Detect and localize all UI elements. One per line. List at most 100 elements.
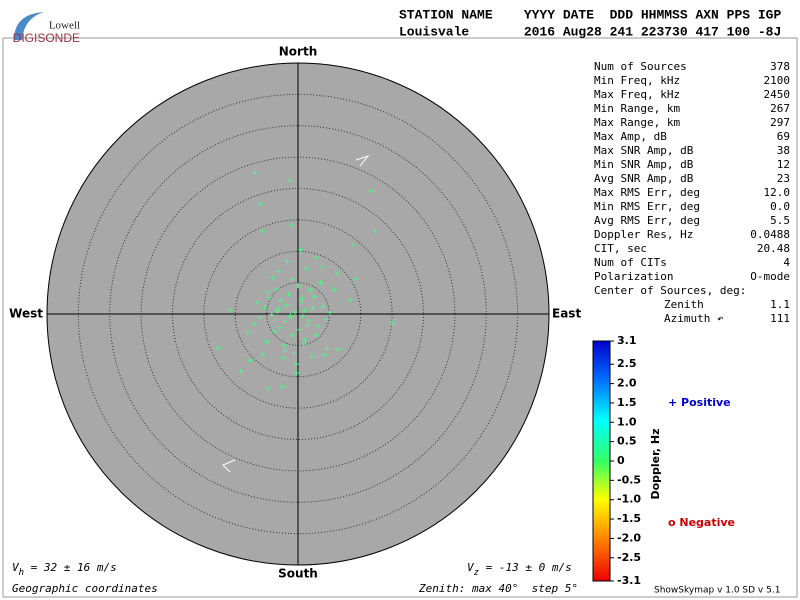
source-point	[271, 329, 277, 335]
colorbar-title: Doppler, Hz	[649, 428, 662, 499]
source-point	[258, 201, 264, 207]
center-title: Center of Sources, deg:	[594, 284, 746, 297]
source-point	[304, 322, 310, 328]
colorbar-tick-label: 1.5	[617, 396, 637, 409]
stat-label: Num of Sources	[594, 60, 687, 73]
source-point	[334, 270, 340, 276]
source-point	[300, 314, 306, 320]
source-point	[278, 297, 284, 303]
source-point	[319, 264, 325, 270]
source-point	[327, 310, 333, 316]
stat-label: Max RMS Err, deg	[594, 186, 700, 199]
source-point	[347, 297, 353, 303]
west-label: West	[9, 307, 43, 321]
stat-value: 297	[770, 116, 790, 129]
center-label: Zenith	[664, 298, 704, 311]
source-point	[298, 247, 304, 253]
source-point	[238, 368, 244, 374]
source-point	[308, 287, 314, 293]
stat-label: Polarization	[594, 270, 673, 283]
source-point	[309, 354, 315, 360]
version-label: ShowSkymap v 1.0 SD v 5.1	[654, 586, 780, 596]
source-point	[314, 255, 320, 261]
stat-label: Max SNR Amp, dB	[594, 144, 694, 157]
source-point	[289, 276, 295, 282]
source-point	[265, 386, 271, 392]
stat-label: Min SNR Amp, dB	[594, 158, 694, 171]
source-point	[284, 258, 290, 264]
stat-value: 5.5	[770, 214, 790, 227]
source-point	[252, 170, 258, 176]
colorbar-tick-label: -0.5	[617, 473, 641, 486]
colorbar-tick-label: 2.0	[617, 377, 637, 390]
stat-label: Doppler Res, Hz	[594, 228, 693, 241]
source-point	[315, 324, 321, 330]
source-point	[245, 330, 251, 336]
colorbar-tick-label: -1.0	[617, 493, 641, 506]
source-point	[270, 275, 276, 281]
frame	[2, 37, 798, 598]
source-point	[350, 242, 356, 248]
source-point	[352, 276, 358, 282]
source-point	[318, 280, 324, 286]
source-point	[310, 305, 316, 311]
source-point	[262, 305, 268, 311]
source-point	[301, 307, 307, 313]
colorbar-tick-label: -3.1	[617, 574, 641, 587]
logo-swoosh	[14, 12, 44, 40]
stat-label: Max Freq, kHz	[594, 88, 680, 101]
stat-label: Min Range, km	[594, 102, 680, 115]
source-point	[331, 287, 337, 293]
north-label: North	[279, 45, 317, 59]
source-point	[372, 229, 378, 235]
source-point	[294, 370, 300, 376]
stat-value: O-mode	[750, 270, 790, 283]
source-point	[302, 337, 308, 343]
stat-value: 38	[777, 144, 790, 157]
source-point	[251, 321, 257, 327]
source-point	[284, 302, 290, 308]
center-label: Azimuth ↶	[664, 312, 724, 325]
source-point	[323, 317, 329, 323]
colorbar	[592, 340, 611, 582]
source-point	[273, 286, 279, 292]
source-point	[299, 295, 305, 301]
stat-label: Max Amp, dB	[594, 130, 667, 143]
legend-negative: o Negative	[668, 516, 735, 529]
stat-label: Avg RMS Err, deg	[594, 214, 700, 227]
stat-value: 2450	[764, 88, 791, 101]
stat-value: 267	[770, 102, 790, 115]
source-point	[335, 347, 341, 353]
source-point	[279, 384, 285, 390]
stat-value: 23	[777, 172, 790, 185]
marker	[355, 154, 370, 167]
source-point	[274, 308, 280, 314]
source-point	[215, 345, 221, 351]
source-point	[282, 347, 288, 353]
source-point	[298, 299, 304, 305]
source-point	[287, 177, 293, 183]
stat-value: 12	[777, 158, 790, 171]
stat-value: 0.0	[770, 200, 790, 213]
source-point	[368, 188, 374, 194]
source-point	[322, 352, 328, 358]
vz-label: Vz = -13 ± 0 m/s	[467, 561, 572, 578]
coordinates-label: Geographic coordinates	[12, 582, 158, 595]
source-point	[311, 293, 317, 299]
source-point	[324, 346, 330, 352]
source-point	[287, 313, 293, 319]
source-point	[295, 283, 301, 289]
source-point	[259, 228, 265, 234]
stat-value: 2100	[764, 74, 791, 87]
source-point	[266, 295, 272, 301]
center-value: 111	[770, 312, 790, 325]
source-point	[280, 355, 286, 361]
source-point	[276, 306, 282, 312]
logo-line2: DIGISONDE	[13, 31, 80, 45]
colorbar-tick-label: 0.5	[617, 435, 637, 448]
source-point	[306, 317, 312, 323]
stat-value: 4	[783, 256, 790, 269]
colorbar-tick-label: 2.5	[617, 357, 637, 370]
source-point	[247, 357, 253, 363]
stat-value: 12.0	[764, 186, 791, 199]
